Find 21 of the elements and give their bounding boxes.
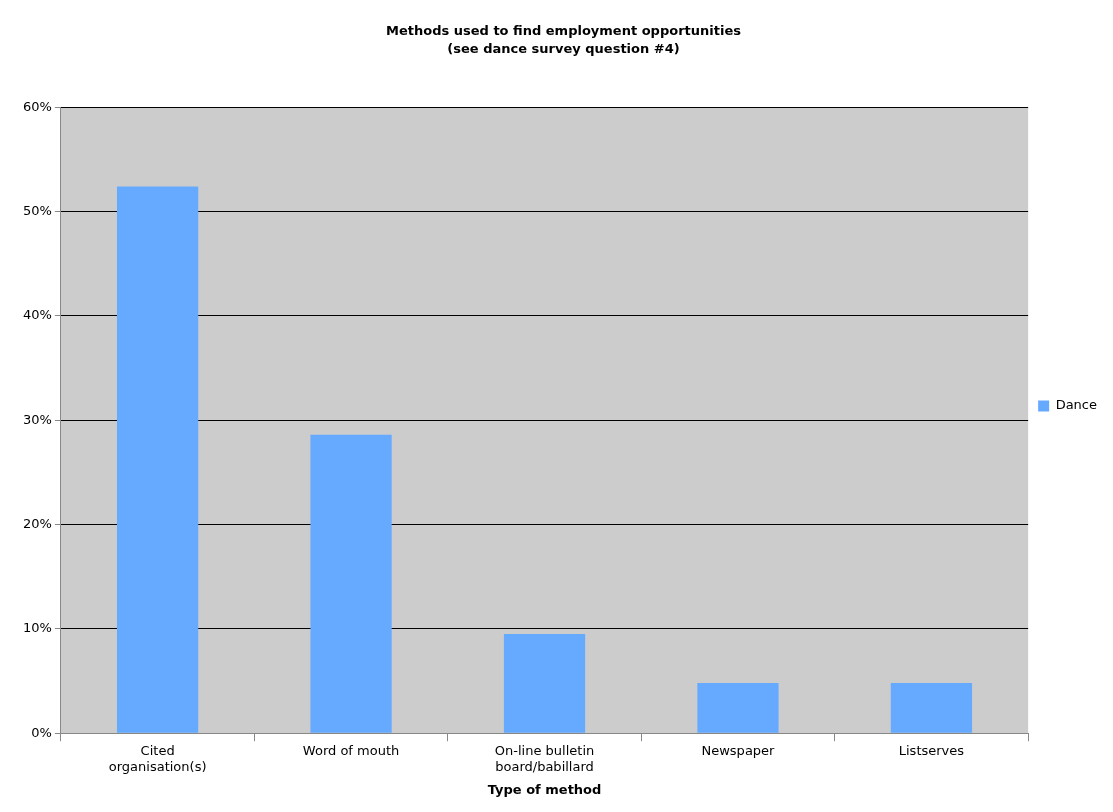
chart-subtitle: (see dance survey question #4)	[447, 40, 680, 56]
bar	[503, 634, 586, 733]
bar	[117, 186, 199, 733]
y-tick-label: 60%	[22, 98, 52, 114]
bar	[310, 434, 392, 733]
y-tick-label: 10%	[22, 620, 52, 636]
x-tick-label: Listserves	[898, 743, 965, 759]
y-tick-label: 20%	[22, 515, 52, 531]
bar	[697, 683, 779, 733]
x-axis-title: Type of method	[487, 781, 602, 797]
y-tick-label: 30%	[22, 411, 52, 427]
bar	[890, 683, 973, 733]
chart-title: Methods used to find employment opportunities	[386, 23, 742, 39]
x-tick-label: Cited organisation(s)	[108, 743, 207, 774]
y-tick-label: 0%	[31, 724, 52, 740]
x-tick-label: Newspaper	[701, 743, 776, 759]
x-tick-label: On-line bulletin board/babillard	[494, 743, 595, 774]
y-tick-label: 40%	[22, 307, 52, 323]
y-tick-label: 50%	[22, 202, 52, 218]
x-tick-label: Word of mouth	[302, 743, 400, 759]
legend-label: Dance	[1055, 397, 1098, 413]
